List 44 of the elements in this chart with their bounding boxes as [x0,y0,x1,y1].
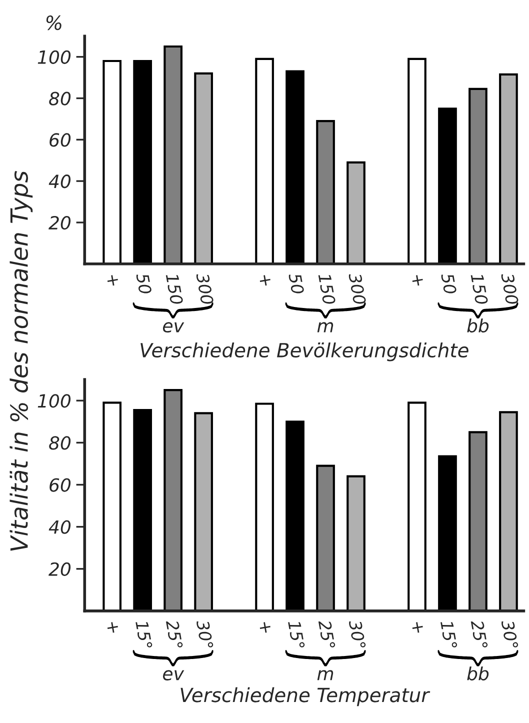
x-tick-label: 50 [136,272,152,295]
x-tick-label: + [412,274,424,286]
y-axis-title: Vitalität in % des normalen Typs [10,170,33,551]
text: ev [162,670,184,680]
x-tick-label: 150 [470,273,488,305]
text: ev [162,322,184,333]
y-tick-label: 80 [49,92,71,106]
y-tick-label: 40 [48,174,71,188]
text: bb [467,666,489,680]
x-tick-label: 150 [318,273,336,305]
y-tick-label: 60 [50,133,71,147]
y-tick-label: 100 [38,50,71,64]
x-tick-label: 25° [166,619,184,650]
x-tick-label: + [259,274,272,286]
text: m [317,322,334,332]
x-tick-label: 25° [470,619,488,650]
x-tick-label: 30° [501,619,518,650]
x-tick-label: 300 [196,272,214,305]
text: m [317,670,334,680]
x-tick-label: 50 [288,272,304,295]
x-tick-label: 15° [288,620,305,650]
x-tick-label: 300 [500,272,519,305]
y-tick-label: 20 [48,216,71,230]
x-tick-label: + [106,274,119,286]
x-axis-title: Verschiedene Temperatur [180,687,430,706]
y-axis-title: % [46,15,62,30]
y-tick-label: 40 [48,520,71,534]
text: bb [467,318,489,333]
x-tick-label: 50 [440,272,457,295]
y-tick-label: 20 [48,562,71,576]
x-tick-label: 25° [318,619,336,650]
y-tick-label: 60 [50,478,71,492]
x-axis-title: Verschiedene Bevölkerungsdichte [140,342,468,362]
x-tick-label: 30° [348,619,366,650]
x-tick-label: 300 [348,272,366,305]
y-tick-label: 80 [49,436,71,450]
x-tick-label: 150 [166,273,184,305]
x-tick-label: 15° [440,620,458,650]
x-tick-label: + [412,621,424,634]
x-tick-label: + [106,621,119,634]
x-tick-label: 30° [196,619,214,650]
x-tick-label: + [259,621,272,634]
y-tick-label: 100 [38,394,71,408]
x-tick-label: 15° [135,620,153,650]
